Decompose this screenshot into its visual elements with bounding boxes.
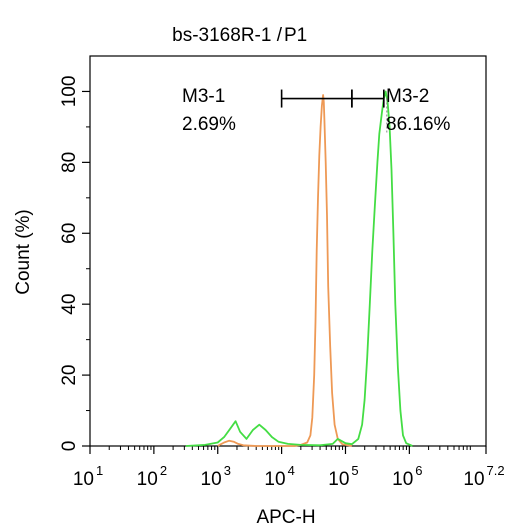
x-tick-label: 10 6 [392,463,422,490]
x-tick-label: 10 1 [73,463,103,490]
marker-label-1: M3-1 [182,86,225,107]
chart-title: bs-3168R-1 / [172,25,283,46]
x-tick-label: 10 7.2 [463,463,504,490]
x-tick-label: 10 5 [328,463,358,490]
marker-percent-2: 86.16% [386,114,451,135]
y-axis-label: Count (%) [13,209,34,295]
x-axis-label: APC-H [256,507,315,528]
y-tick-label: 100 [59,76,80,108]
chart-title-gate: P1 [284,25,307,46]
y-tick-label: 60 [59,223,80,244]
series-line-1 [218,95,352,446]
y-tick-label: 20 [59,365,80,386]
y-tick-label: 80 [59,152,80,173]
y-tick-label: 0 [59,441,80,452]
marker-percent-1: 2.69% [182,114,236,135]
y-tick-label: 40 [59,294,80,315]
x-tick-label: 10 4 [264,463,294,490]
x-tick-label: 10 2 [137,463,167,490]
series-line-2 [186,92,413,447]
x-tick-label: 10 3 [201,463,231,490]
marker-label-2: M3-2 [386,86,429,107]
